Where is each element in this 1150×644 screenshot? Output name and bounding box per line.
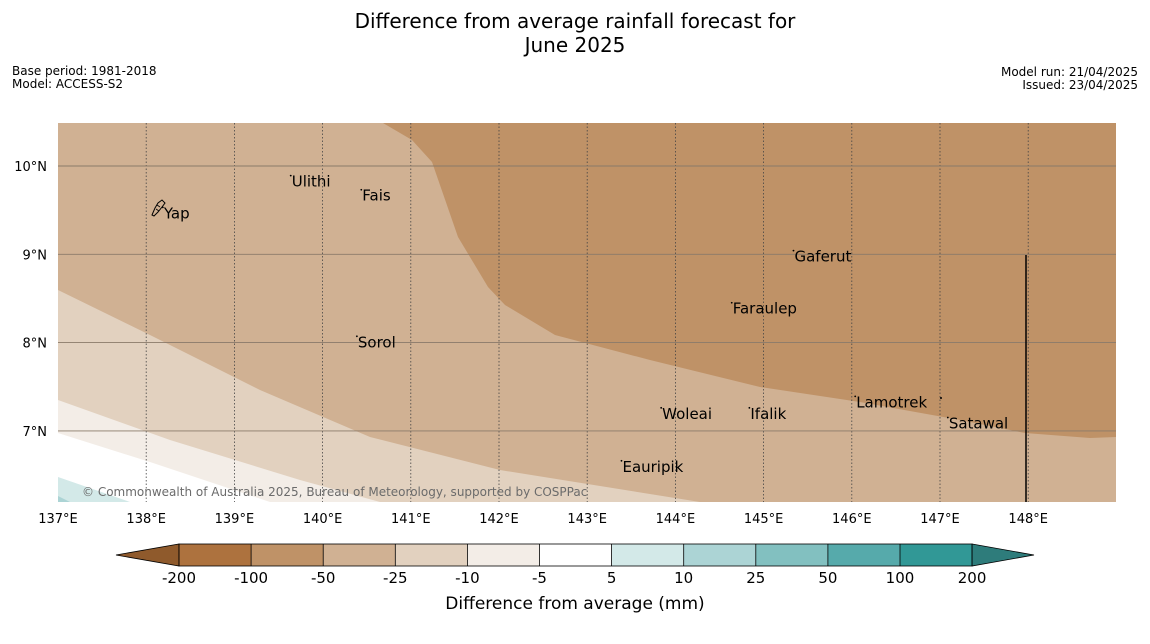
colorbar-tick-label: 10 [674,569,693,587]
colorbar-tick-label: -50 [311,569,336,587]
band-plus-5 [58,477,130,502]
longitude-tick-label: 147°E [920,512,960,527]
place-label: Eauripik [622,458,683,476]
place-label: Ulithi [292,173,331,191]
issued-text: Issued: 23/04/2025 [1022,78,1138,92]
longitude-gridlines [145,123,1029,502]
colorbar-tick-label: 50 [818,569,837,587]
longitude-tick-label: 148°E [1008,512,1048,527]
place-marker [620,459,623,462]
place-marker [792,249,795,252]
place-labels: Yap Ulithi Fais Gaferut Faraulep Sorol Lamotre… [161,173,1008,476]
longitude-tick-label: 143°E [567,512,607,527]
place-label: Ifalik [750,405,786,423]
latitude-gridlines [58,165,1116,432]
lamotrek-dot [940,397,942,399]
map-title-line1: Difference from average rainfall forecas… [354,9,796,33]
place-label: Gaferut [794,248,851,266]
yap-island-outline-2 [155,204,161,212]
colorbar-tick-label: 5 [607,569,617,587]
colorbar-segment [395,544,468,566]
band-minus-100 [383,123,1116,438]
place-marker [730,301,733,304]
map-panel [58,123,1116,502]
colorbar-segment [323,544,396,566]
place-label: Fais [362,187,391,205]
colorbar-segment [755,544,828,566]
place-marker [946,416,949,419]
latitude-tick-label: 9°N [23,248,48,263]
colorbar-tick-label: 200 [958,569,987,587]
map-title: Difference from average rainfall forecas… [0,9,1150,57]
model-run-text: Model run: 21/04/2025 [1000,65,1138,79]
place-label: Sorol [358,333,396,351]
band-minus-5 [58,433,270,502]
meta-left: Base period: 1981-2018 Model: ACCESS-S2 [12,65,157,91]
longitude-tick-labels: 137°E 138°E 139°E 140°E 141°E 142°E 143°E 144°E… [38,512,1048,527]
longitude-tick-label: 138°E [126,512,166,527]
meta-right: Model run: 21/04/2025 Issued: 23/04/2025 [1001,66,1138,92]
longitude-tick-label: 137°E [38,512,78,527]
longitude-tick-label: 140°E [303,512,343,527]
place-marker [161,206,164,209]
base-period-text: Base period: 1981-2018 [12,64,157,78]
place-label: Woleai [662,405,712,423]
colorbar-extend-low [115,543,180,567]
place-label: Lamotrek [856,393,927,411]
colorbar-segment [251,544,324,566]
colorbar-tick-label: -100 [234,569,268,587]
place-marker [289,174,292,177]
place-marker [660,406,663,409]
place-marker [748,406,751,409]
copyright-text: © Commonwealth of Australia 2025, Bureau… [82,485,587,499]
colorbar-segment [611,544,684,566]
colorbar-tick-label: 100 [886,569,915,587]
longitude-tick-label: 146°E [832,512,872,527]
place-label: Yap [163,204,190,222]
colorbar-segment [179,544,252,566]
colorbar-segment [683,544,756,566]
longitude-tick-label: 139°E [215,512,255,527]
colorbar-tick-label: -25 [383,569,408,587]
colorbar-segment [827,544,900,566]
map-title-line2: June 2025 [524,33,626,57]
longitude-tick-label: 142°E [479,512,519,527]
place-marker [360,188,363,191]
colorbar-tick-label: -10 [455,569,480,587]
model-text: Model: ACCESS-S2 [12,77,124,91]
yap-island-outline [151,199,166,217]
latitude-tick-label: 7°N [23,425,48,440]
band-plus-10 [58,496,70,502]
colorbar-tick-label: -5 [532,569,547,587]
longitude-tick-label: 145°E [744,512,784,527]
longitude-tick-label: 144°E [656,512,696,527]
colorbar-tick-label: 25 [746,569,765,587]
place-marker [355,335,358,338]
colorbar-label: Difference from average (mm) [445,594,705,614]
latitude-tick-label: 8°N [23,337,48,352]
latitude-tick-labels: 10°N 9°N 8°N 7°N [14,160,47,440]
place-label: Faraulep [733,300,797,318]
latitude-tick-label: 10°N [14,160,47,175]
place-label: Satawal [949,415,1008,433]
colorbar-tick-label: -200 [162,569,196,587]
colorbar-segment [467,544,540,566]
colorbar-extend-high [971,543,1035,567]
colorbar-segment [900,544,973,566]
colorbar-segment [539,544,612,566]
place-marker [854,395,857,398]
colorbar: -200 -100 -50 -25 -10 -5 5 10 25 50 100 200 [115,543,1035,587]
longitude-tick-label: 141°E [391,512,431,527]
